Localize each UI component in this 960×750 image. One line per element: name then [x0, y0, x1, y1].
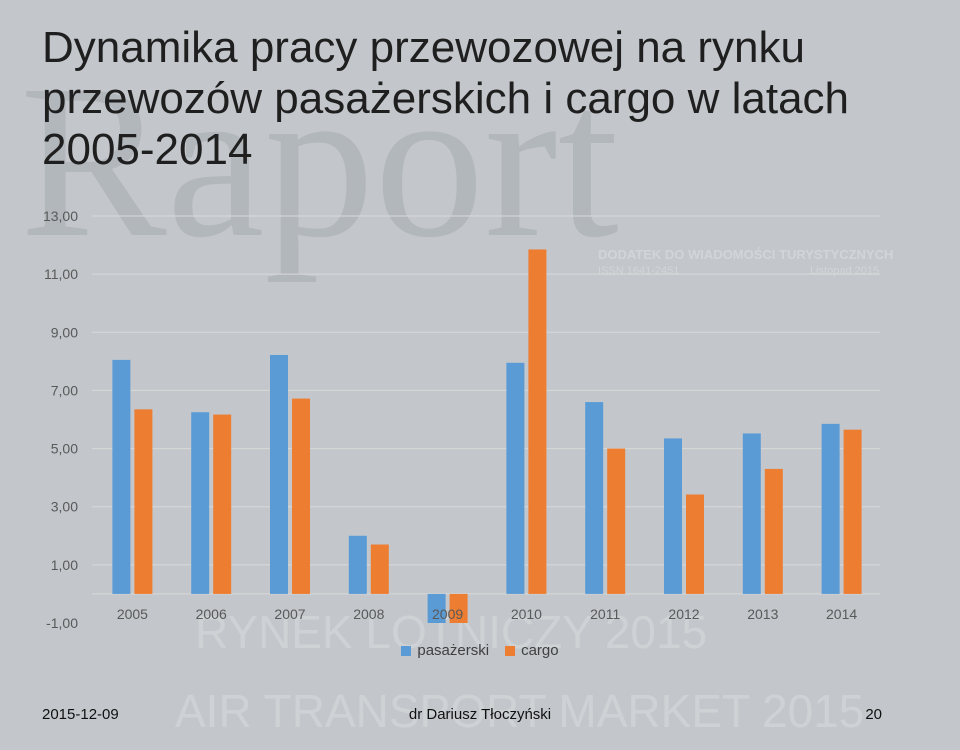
bar-cargo-2008 — [370, 544, 389, 594]
footer-date: 2015-12-09 — [42, 706, 119, 723]
bar-cargo-2014 — [843, 429, 862, 594]
y-tick-label: -1,00 — [46, 615, 78, 631]
bar-cargo-2009 — [449, 593, 468, 623]
bar-pasazerski-2005 — [112, 359, 131, 594]
bar-pasazerski-2009 — [427, 593, 446, 623]
bar-cargo-2005 — [134, 409, 153, 594]
legend-item-cargo: cargo — [505, 642, 559, 659]
x-tick-label: 2009 — [432, 606, 463, 622]
bar-pasazerski-2014 — [821, 423, 840, 594]
y-tick-label: 13,00 — [43, 208, 78, 224]
x-tick-label: 2012 — [668, 606, 699, 622]
x-tick-label: 2010 — [511, 606, 542, 622]
x-tick-label: 2008 — [353, 606, 384, 622]
legend-label-cargo: cargo — [521, 642, 559, 659]
footer-author: dr Dariusz Tłoczyński — [408, 706, 552, 723]
bar-pasazerski-2006 — [191, 412, 210, 594]
slide-title: Dynamika pracy przewozowej na rynku prze… — [42, 23, 850, 174]
y-tick-label: 5,00 — [51, 441, 78, 457]
y-tick-label: 9,00 — [51, 324, 78, 340]
legend-swatch-cargo — [505, 645, 516, 656]
legend-swatch-pasazerski — [401, 645, 412, 656]
x-tick-label: 2005 — [117, 606, 148, 622]
bar-pasazerski-2012 — [664, 438, 682, 594]
bar-cargo-2013 — [764, 468, 783, 594]
bar-pasazerski-2011 — [585, 402, 604, 594]
bar-pasazerski-2013 — [742, 433, 761, 594]
bar-cargo-2007 — [292, 398, 310, 594]
bar-pasazerski-2007 — [270, 354, 288, 594]
y-tick-label: 7,00 — [51, 382, 78, 398]
bar-pasazerski-2008 — [348, 535, 367, 594]
legend-item-pasazerski: pasażerski — [401, 642, 489, 659]
x-tick-label: 2014 — [826, 606, 857, 622]
chart-legend: pasażerski cargo — [0, 642, 960, 659]
legend-label-pasazerski: pasażerski — [417, 642, 490, 659]
x-tick-label: 2013 — [747, 606, 778, 622]
x-tick-label: 2006 — [196, 606, 227, 622]
y-tick-label: 1,00 — [51, 557, 78, 573]
bar-cargo-2006 — [213, 414, 232, 594]
x-tick-label: 2007 — [274, 606, 305, 622]
x-tick-label: 2011 — [590, 606, 620, 622]
bar-cargo-2010 — [528, 249, 547, 594]
bar-pasazerski-2010 — [506, 362, 525, 594]
bar-cargo-2012 — [686, 494, 704, 594]
bar-cargo-2011 — [607, 448, 626, 594]
footer-page-number: 20 — [865, 706, 882, 723]
y-tick-label: 11,00 — [44, 266, 78, 282]
y-tick-label: 3,00 — [51, 499, 78, 515]
